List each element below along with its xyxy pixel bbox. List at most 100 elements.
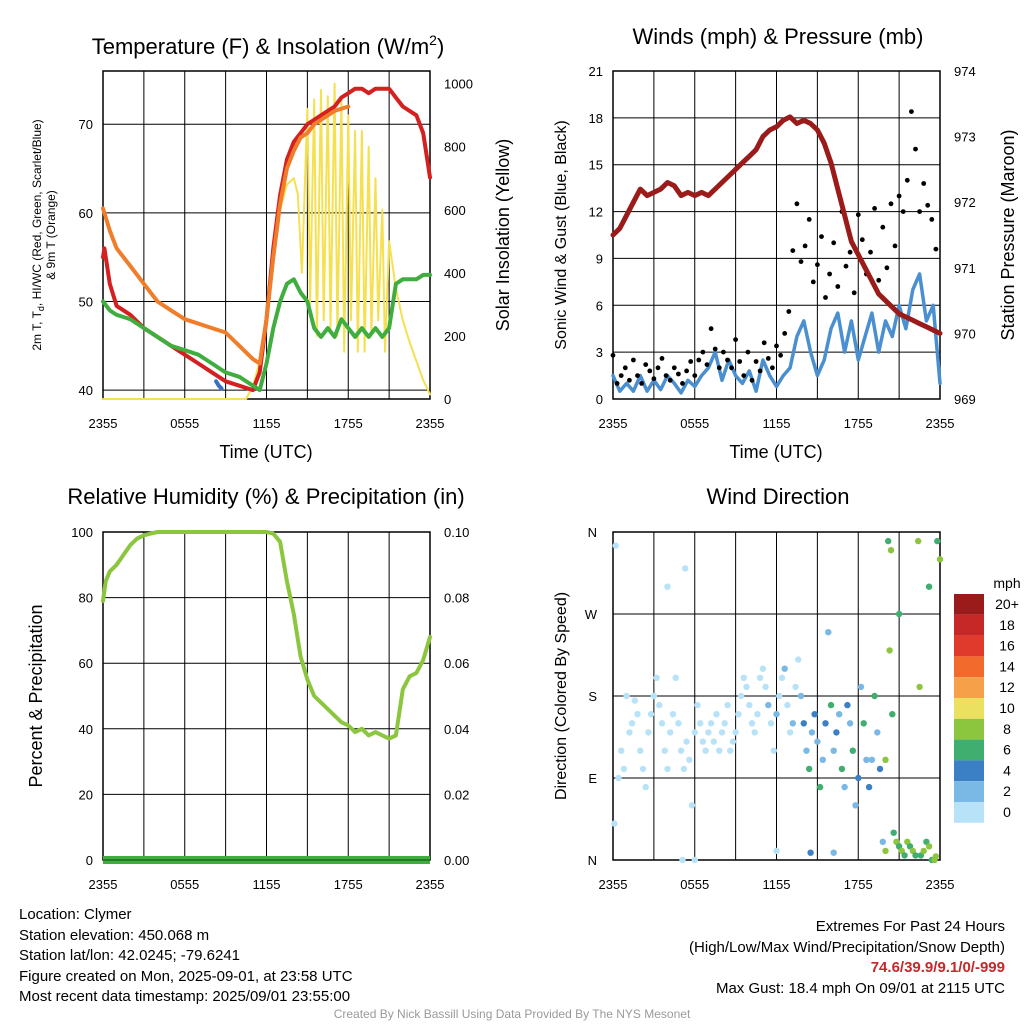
wind-direction-y-label: Direction (Colored By Speed) — [553, 592, 570, 800]
direction-point — [732, 729, 739, 736]
legend-swatch — [954, 594, 984, 615]
direction-point — [797, 692, 805, 700]
humidity-grid — [103, 531, 430, 861]
direction-point — [762, 683, 769, 691]
gust-point — [757, 368, 763, 374]
direction-point — [830, 849, 837, 856]
y-tick-label-right: 969 — [954, 392, 976, 407]
gust-point — [627, 377, 632, 383]
direction-point — [838, 765, 846, 773]
direction-point — [816, 783, 824, 791]
direction-point — [705, 729, 712, 736]
extremes-heading: Extremes For Past 24 Hours — [815, 918, 1005, 935]
pressure-y-label: Station Pressure (Maroon) — [998, 129, 1018, 340]
direction-point — [925, 583, 933, 590]
gust-point — [868, 249, 873, 255]
x-tick-label: 0555 — [170, 416, 199, 431]
direction-point — [707, 720, 715, 727]
winds-panel: Winds (mph) & Pressure (mb) 0 3 6 9 12 15 18 21… — [553, 24, 1018, 462]
gust-point — [651, 376, 657, 382]
legend-label: 2 — [1003, 783, 1011, 799]
gust-point — [676, 371, 681, 377]
gust-point — [872, 206, 877, 211]
direction-point — [653, 674, 660, 681]
gust-point — [680, 381, 685, 386]
gust-point — [749, 377, 755, 383]
direction-point — [819, 756, 826, 763]
gust-point — [855, 212, 861, 218]
gust-point — [770, 365, 775, 371]
direction-point — [825, 629, 832, 636]
direction-point — [679, 856, 686, 864]
direction-tick-label: S — [588, 689, 597, 704]
info-latlon: Station lat/lon: 42.0245; -79.6241 — [19, 947, 241, 964]
max-gust: Max Gust: 18.4 mph On 09/01 at 2115 UTC — [715, 979, 1005, 997]
direction-point — [886, 647, 893, 654]
gust-point — [806, 217, 812, 222]
direction-point — [844, 701, 851, 709]
humidity-x-ticks: 2355 0555 1155 1755 2355 — [89, 877, 445, 892]
y-tick-label: 20 — [79, 787, 93, 802]
y-tick-label: 0 — [596, 392, 603, 407]
gust-point — [671, 365, 677, 371]
y-tick-label-right: 200 — [444, 329, 466, 344]
gust-point — [721, 349, 726, 355]
direction-point — [871, 692, 878, 700]
gust-point — [667, 377, 673, 383]
gust-point — [745, 349, 751, 355]
y-tick-label: 18 — [589, 111, 603, 126]
direction-point — [807, 849, 814, 856]
gust-point — [684, 368, 689, 374]
direction-point — [637, 747, 644, 754]
direction-point — [680, 765, 688, 773]
direction-point — [672, 674, 679, 681]
x-tick-label: 2355 — [599, 416, 628, 431]
y-tick-label-right: 0.04 — [444, 722, 469, 737]
y-tick-label-right: 971 — [954, 261, 976, 276]
y-tick-label-right: 1000 — [444, 77, 473, 92]
series-line — [101, 530, 432, 741]
legend-label: 12 — [999, 679, 1015, 695]
direction-point — [895, 610, 903, 618]
direction-point — [713, 711, 720, 718]
gust-point — [778, 352, 783, 358]
station-info: Location: Clymer Station elevation: 450.… — [19, 905, 353, 1008]
direction-point — [776, 692, 783, 700]
y-tick-label: 15 — [589, 158, 603, 173]
gust-point — [786, 309, 792, 314]
y-tick-label: 50 — [79, 294, 93, 309]
y-tick-label: 70 — [79, 117, 93, 132]
insolation-y-ticks: 0 200 400 600 800 1000 — [444, 77, 473, 407]
y-tick-label-right: 0.10 — [444, 525, 469, 540]
direction-point — [936, 556, 944, 563]
series-line — [610, 114, 943, 336]
pressure-y-ticks: 969 970 971 972 973 974 — [954, 64, 976, 407]
humidity-panel: Relative Humidity (%) & Precipitation (i… — [26, 484, 469, 892]
y-tick-label-right: 0.08 — [444, 591, 469, 606]
legend-label: 14 — [999, 658, 1015, 674]
gust-point — [884, 265, 890, 271]
direction-point — [688, 802, 696, 809]
gust-point — [896, 193, 902, 199]
direction-point — [890, 829, 897, 836]
direction-point — [661, 747, 668, 754]
y-tick-label-right: 970 — [954, 326, 976, 341]
gust-point — [631, 357, 636, 363]
x-tick-label: 1755 — [334, 416, 363, 431]
direction-point — [729, 738, 737, 745]
y-tick-label: 0 — [86, 853, 93, 868]
direction-point — [932, 853, 940, 860]
x-tick-label: 1155 — [253, 877, 281, 892]
gust-point — [700, 349, 706, 355]
gust-point — [704, 362, 710, 367]
direction-point — [808, 729, 816, 736]
direction-point — [737, 692, 745, 700]
legend-label: 20+ — [995, 596, 1019, 612]
direction-point — [827, 701, 835, 709]
direction-point — [645, 729, 652, 736]
direction-point — [786, 729, 794, 736]
y-tick-label: 12 — [589, 205, 603, 220]
direction-point — [612, 542, 619, 549]
